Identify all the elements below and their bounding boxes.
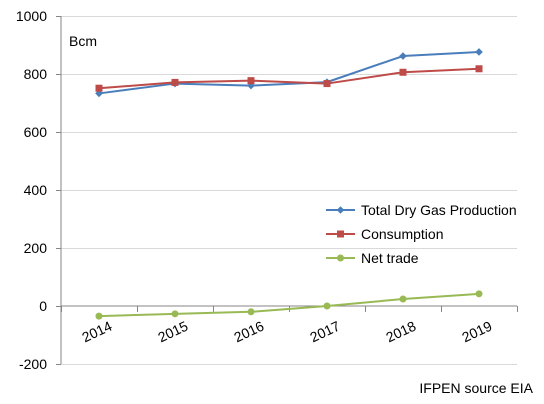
- data-point: [95, 312, 103, 320]
- data-point: [399, 295, 407, 303]
- data-point: [475, 65, 483, 73]
- series-consumption: [95, 65, 483, 92]
- data-point: [399, 52, 407, 60]
- legend-marker: [337, 230, 344, 238]
- data-point: [323, 80, 331, 88]
- series: [95, 48, 483, 320]
- y-tick-labels: -200 0 200 400 600 800 1000: [16, 8, 47, 372]
- y-tick-label: 600: [24, 124, 48, 140]
- x-tick-label: 2018: [383, 318, 418, 346]
- y-tick-label: 1000: [16, 8, 47, 24]
- source-note: IFPEN source EIA: [419, 380, 533, 396]
- legend-item-total-dry-gas-production: Total Dry Gas Production: [326, 202, 517, 218]
- y-tick-label: 0: [39, 298, 47, 314]
- series-net-trade: [95, 290, 483, 320]
- x-tick-label: 2019: [459, 318, 494, 346]
- data-point: [475, 48, 483, 56]
- legend-label: Net trade: [361, 250, 419, 266]
- data-point: [475, 290, 483, 298]
- data-point: [95, 84, 103, 92]
- legend-marker: [336, 206, 345, 214]
- y-tick-label: -200: [19, 356, 47, 372]
- unit-label: Bcm: [69, 33, 97, 49]
- x-tick-label: 2015: [155, 318, 190, 346]
- y-tick-label: 200: [24, 240, 48, 256]
- data-point: [399, 68, 407, 76]
- series-line: [98, 292, 480, 318]
- legend-item-consumption: Consumption: [326, 226, 444, 242]
- x-tick-label: 2017: [307, 318, 342, 346]
- series-line: [98, 50, 480, 95]
- data-point: [323, 302, 331, 310]
- series-line: [98, 67, 480, 90]
- y-tick-label: 800: [24, 66, 48, 82]
- legend: Total Dry Gas Production Consumption Net t…: [326, 202, 517, 266]
- legend-label: Consumption: [361, 226, 444, 242]
- x-tick-labels: 2014 2015 2016 2017 2018 2019: [79, 318, 494, 346]
- axes: [56, 16, 518, 365]
- x-tick-label: 2014: [79, 318, 114, 346]
- data-point: [247, 308, 255, 316]
- data-point: [171, 310, 179, 318]
- legend-label: Total Dry Gas Production: [361, 202, 517, 218]
- data-point: [171, 78, 179, 86]
- y-tick-label: 400: [24, 182, 48, 198]
- x-tick-label: 2016: [231, 318, 266, 346]
- series-total-dry-gas-production: [95, 48, 483, 98]
- legend-item-net-trade: Net trade: [326, 250, 419, 266]
- gridlines: [61, 16, 517, 365]
- legend-marker: [337, 254, 344, 262]
- data-point: [247, 77, 255, 85]
